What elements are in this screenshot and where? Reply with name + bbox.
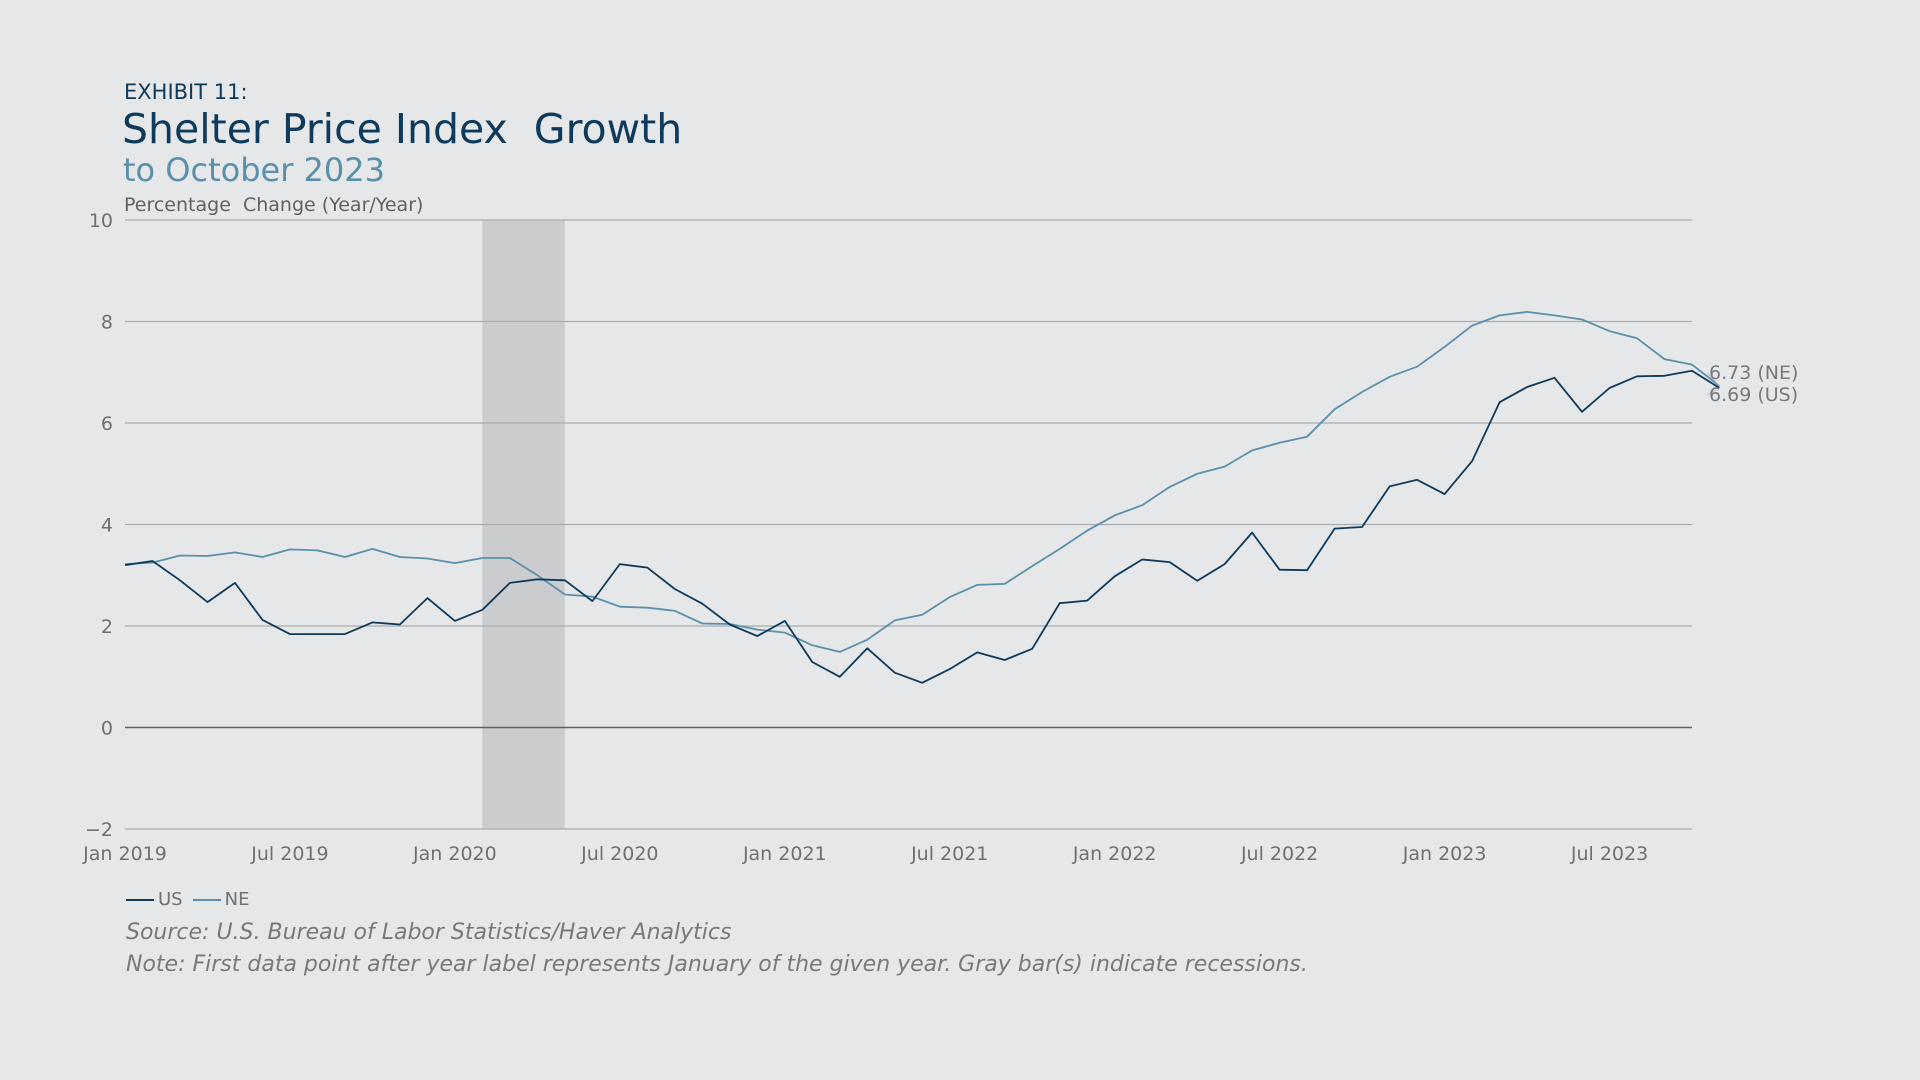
x-tick-label: Jan 2019 [82,843,167,865]
x-axis-ticks: Jan 2019 Jul 2019 Jan 2020 Jul 2020 Jan 2021… [82,843,1648,865]
legend-label-ne: NE [224,889,250,910]
y-tick-label: 8 [101,312,113,334]
y-tick-label: 4 [101,515,113,537]
source-note: Source: U.S. Bureau of Labor Statistics/… [126,920,732,945]
series-line-us [124,369,1720,684]
chart-subtitle: to October 2023 [123,151,385,189]
gridlines [125,219,1692,830]
legend-label-us: US [158,889,183,910]
series-line-ne [124,310,1721,653]
footnote: Note: First data point after year label … [126,952,1308,977]
y-axis-label: Percentage Change (Year/Year) [124,194,424,216]
x-tick-label: Jul 2021 [910,843,988,865]
x-tick-label: Jan 2022 [1072,843,1157,865]
x-tick-label: Jan 2023 [1402,843,1487,865]
y-tick-label: 10 [89,210,113,232]
end-label-us: 6.69 (US) [1709,384,1798,406]
x-tick-label: Jan 2021 [742,843,827,865]
x-tick-label: Jul 2020 [580,843,658,865]
end-label-leader-ne [1706,372,1720,387]
x-tick-label: Jan 2020 [412,843,497,865]
end-label-ne: 6.73 (NE) [1709,362,1798,384]
legend-item-us: US [126,889,183,910]
exhibit-label: EXHIBIT 11: [124,80,248,104]
end-labels: 6.69 (US)6.73 (NE) [1706,362,1798,406]
legend: US NE [126,889,259,910]
legend-swatch-us [126,898,154,901]
y-tick-label: 6 [101,413,113,435]
chart-title: Shelter Price Index Growth [122,105,683,153]
end-label-leader-us [1706,387,1720,396]
y-tick-label: 2 [101,616,113,638]
y-tick-label: −2 [85,819,113,841]
x-tick-label: Jul 2023 [1570,843,1648,865]
x-tick-label: Jul 2019 [250,843,328,865]
x-tick-label: Jul 2022 [1240,843,1318,865]
y-tick-label: 0 [101,718,113,740]
y-axis-ticks: −2 0 2 4 6 8 10 [85,210,113,841]
series-lines [124,310,1721,684]
legend-item-ne: NE [192,889,250,910]
legend-swatch-ne [192,898,221,901]
